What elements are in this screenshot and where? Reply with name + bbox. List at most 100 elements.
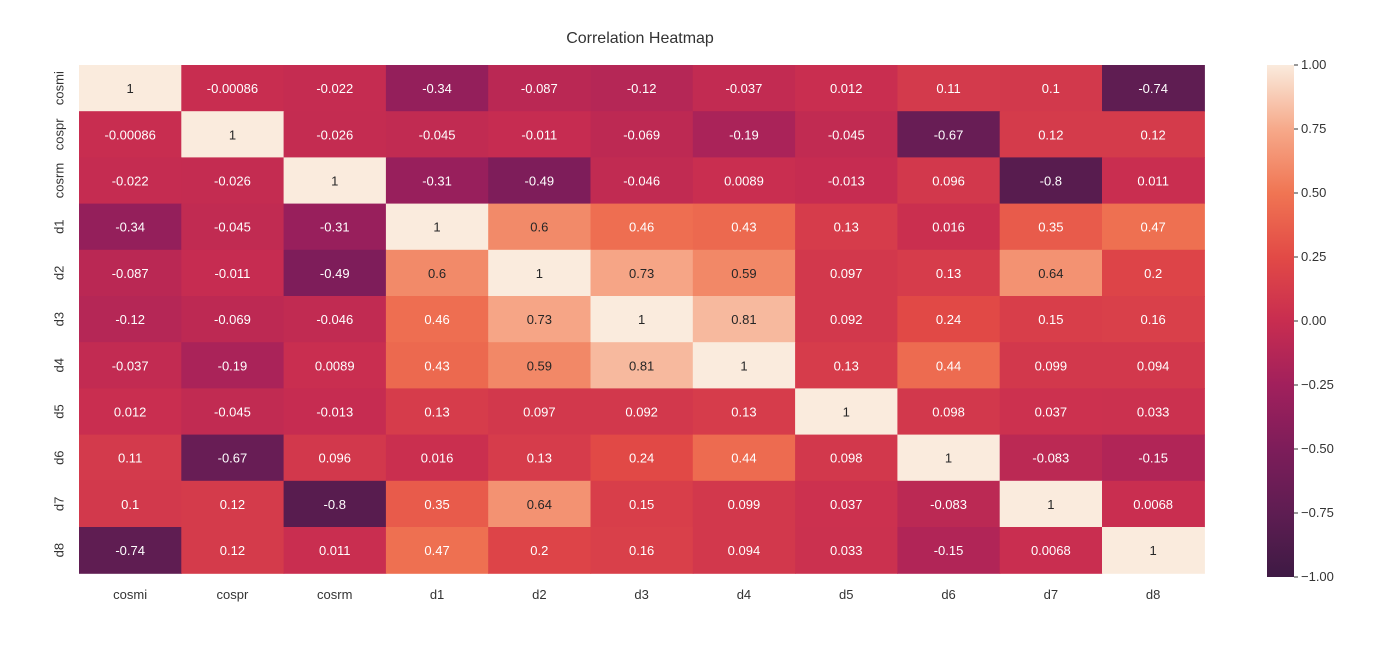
cell-annotation: -0.15 [1138, 451, 1168, 466]
y-tick-label: d5 [51, 404, 66, 418]
heatmap-cell [283, 388, 387, 436]
cell-annotation: 0.15 [1038, 312, 1063, 327]
heatmap-cell [1102, 203, 1205, 251]
colorbar-tick-label: −0.75 [1301, 505, 1334, 520]
cell-annotation: -0.34 [422, 81, 452, 96]
heatmap-cell [79, 342, 182, 389]
heatmap-cell [488, 388, 592, 436]
cell-annotation: 0.016 [932, 220, 965, 235]
cell-annotation: -0.8 [1040, 174, 1062, 189]
heatmap-cell [999, 527, 1103, 574]
heatmap-cell [897, 157, 1001, 205]
cell-annotation: -0.087 [112, 266, 149, 281]
colorbar-tick-label: 0.75 [1301, 121, 1326, 136]
cell-annotation: 0.64 [1038, 266, 1063, 281]
heatmap-cell [590, 203, 694, 251]
heatmap-cell [692, 65, 796, 112]
cell-annotation: -0.022 [316, 81, 353, 96]
heatmap-cell [795, 388, 898, 436]
cell-annotation: 0.097 [830, 266, 863, 281]
y-tick-label: d2 [51, 266, 66, 280]
heatmap-cell [181, 480, 285, 528]
heatmap-cell [385, 434, 489, 482]
cell-annotation: 0.097 [523, 405, 556, 420]
x-tick-label: cospr [217, 587, 249, 602]
heatmap-cell [79, 65, 182, 112]
cell-annotation: -0.00086 [104, 127, 155, 142]
cell-annotation: 0.44 [936, 358, 961, 373]
x-tick-label: d1 [430, 587, 444, 602]
cell-annotation: 0.096 [932, 174, 965, 189]
cell-annotation: -0.069 [214, 312, 251, 327]
cell-annotation: 0.099 [1035, 358, 1068, 373]
cell-annotation: 1 [740, 358, 747, 373]
heatmap-cell [488, 434, 592, 482]
y-tick-label: d8 [51, 543, 66, 557]
heatmap-cell [385, 157, 489, 205]
heatmap-cell [897, 388, 1001, 436]
heatmap-cell [488, 157, 592, 205]
cell-annotation: -0.026 [316, 127, 353, 142]
cell-annotation: 0.59 [731, 266, 756, 281]
heatmap-cell [1102, 342, 1205, 389]
heatmap-cell [590, 296, 694, 343]
heatmap-cell [590, 157, 694, 205]
cell-annotation: 1 [1150, 543, 1157, 558]
cell-annotation: -0.045 [214, 220, 251, 235]
heatmap-cell [590, 249, 694, 297]
y-tick-label: cospr [51, 118, 66, 150]
heatmap-cell [999, 342, 1103, 389]
cell-annotation: 0.11 [936, 81, 960, 96]
cell-annotation: -0.67 [934, 127, 964, 142]
cell-annotation: -0.037 [726, 81, 763, 96]
heatmap-cell [488, 342, 592, 389]
cell-annotation: 0.2 [1144, 266, 1162, 281]
heatmap-cell [897, 480, 1001, 528]
heatmap-cell [181, 157, 285, 205]
heatmap-cell [795, 203, 898, 251]
heatmap-cell [897, 111, 1001, 158]
cell-annotation: 0.096 [318, 451, 351, 466]
cell-annotation: 0.24 [629, 451, 654, 466]
y-tick-label: cosrm [51, 163, 66, 198]
heatmap-cell [795, 157, 898, 205]
cell-annotation: 1 [1047, 497, 1054, 512]
cell-annotation: 0.0089 [315, 358, 355, 373]
heatmap-cell [1102, 388, 1205, 436]
cell-annotation: -0.8 [324, 497, 346, 512]
heatmap-cell [795, 434, 898, 482]
y-tick-label: d1 [51, 219, 66, 233]
heatmap-cell [283, 296, 387, 343]
heatmap-cell [795, 480, 898, 528]
x-tick-label: cosmi [113, 587, 147, 602]
cell-annotation: 0.43 [424, 358, 449, 373]
x-tick-label: d3 [634, 587, 648, 602]
cell-annotation: -0.026 [214, 174, 251, 189]
heatmap-cell [692, 342, 796, 389]
cell-annotation: 0.0089 [724, 174, 764, 189]
heatmap-cell [283, 157, 387, 205]
cell-annotation: -0.069 [623, 127, 660, 142]
colorbar-tick-label: 0.50 [1301, 185, 1326, 200]
heatmap-cell [488, 249, 592, 297]
heatmap-cell [181, 65, 285, 112]
heatmap-cell [283, 342, 387, 389]
x-tick-label: d5 [839, 587, 853, 602]
cell-annotation: 0.13 [527, 451, 552, 466]
heatmap-cell [897, 434, 1001, 482]
x-tick-label: cosrm [317, 587, 352, 602]
colorbar [1267, 65, 1294, 577]
heatmap-cell [795, 342, 898, 389]
colorbar-tick-label: −0.25 [1301, 377, 1334, 392]
cell-annotation: -0.34 [115, 220, 145, 235]
heatmap-cell [692, 157, 796, 205]
cell-annotation: -0.49 [320, 266, 350, 281]
heatmap-cell [692, 434, 796, 482]
heatmap-cell [1102, 296, 1205, 343]
cell-annotation: -0.67 [218, 451, 248, 466]
heatmap-cell [1102, 480, 1205, 528]
heatmap-cell [795, 296, 898, 343]
heatmap-cell [897, 65, 1001, 112]
